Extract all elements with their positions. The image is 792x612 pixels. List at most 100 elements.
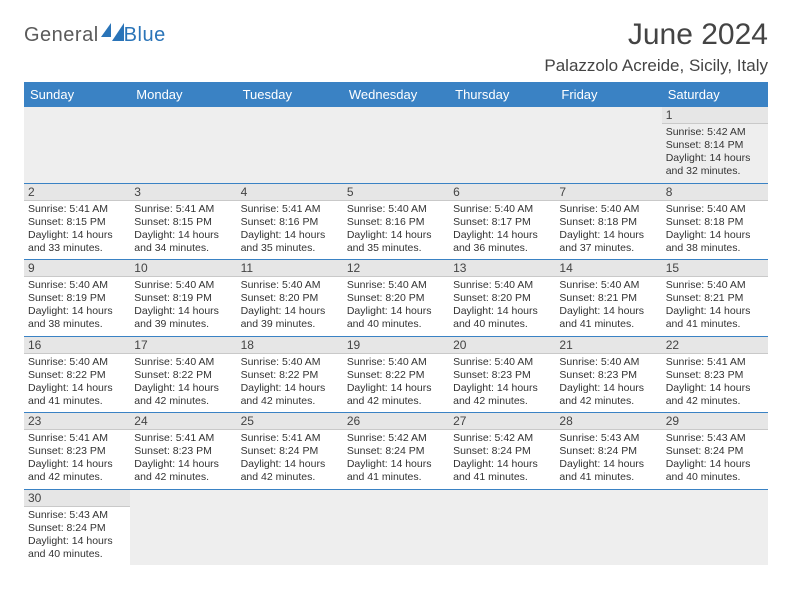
- sunrise-line: Sunrise: 5:40 AM: [666, 279, 764, 292]
- daylight-line: Daylight: 14 hours and 41 minutes.: [347, 458, 445, 484]
- title-block: June 2024 Palazzolo Acreide, Sicily, Ita…: [544, 18, 768, 76]
- day-number: 22: [662, 337, 768, 354]
- day-number: 18: [237, 337, 343, 354]
- logo-sails-icon: [101, 23, 124, 41]
- day-number: 9: [24, 260, 130, 277]
- daylight-line: Daylight: 14 hours and 34 minutes.: [134, 229, 232, 255]
- sunrise-line: Sunrise: 5:41 AM: [666, 356, 764, 369]
- daylight-line: Daylight: 14 hours and 42 minutes.: [347, 382, 445, 408]
- daylight-line: Daylight: 14 hours and 39 minutes.: [241, 305, 339, 331]
- weekday-header: Saturday: [662, 82, 768, 107]
- calendar-cell: 8Sunrise: 5:40 AMSunset: 8:18 PMDaylight…: [662, 183, 768, 260]
- sunrise-line: Sunrise: 5:42 AM: [453, 432, 551, 445]
- calendar-cell-empty: [555, 489, 661, 565]
- sunset-line: Sunset: 8:18 PM: [559, 216, 657, 229]
- daylight-line: Daylight: 14 hours and 42 minutes.: [559, 382, 657, 408]
- sunrise-line: Sunrise: 5:40 AM: [134, 279, 232, 292]
- sunrise-line: Sunrise: 5:41 AM: [134, 203, 232, 216]
- sunrise-line: Sunrise: 5:40 AM: [241, 356, 339, 369]
- daylight-line: Daylight: 14 hours and 41 minutes.: [28, 382, 126, 408]
- calendar-row: 23Sunrise: 5:41 AMSunset: 8:23 PMDayligh…: [24, 413, 768, 490]
- sunrise-line: Sunrise: 5:40 AM: [28, 356, 126, 369]
- day-number: 8: [662, 184, 768, 201]
- calendar-cell: 22 Sunrise: 5:41 AMSunset: 8:23 PMDayligh…: [662, 336, 768, 413]
- day-number: 3: [130, 184, 236, 201]
- sunrise-line: Sunrise: 5:40 AM: [453, 356, 551, 369]
- sunset-line: Sunset: 8:23 PM: [559, 369, 657, 382]
- day-number: 4: [237, 184, 343, 201]
- calendar-cell: 14Sunrise: 5:40 AMSunset: 8:21 PMDayligh…: [555, 260, 661, 337]
- sunrise-line: Sunrise: 5:40 AM: [666, 203, 764, 216]
- weekday-header: Tuesday: [237, 82, 343, 107]
- daylight-line: Daylight: 14 hours and 42 minutes.: [134, 382, 232, 408]
- sunset-line: Sunset: 8:24 PM: [28, 522, 126, 535]
- sunset-line: Sunset: 8:15 PM: [134, 216, 232, 229]
- day-number: 5: [343, 184, 449, 201]
- sunset-line: Sunset: 8:24 PM: [559, 445, 657, 458]
- day-number: 24: [130, 413, 236, 430]
- sunset-line: Sunset: 8:23 PM: [28, 445, 126, 458]
- sunrise-line: Sunrise: 5:40 AM: [28, 279, 126, 292]
- day-number: 28: [555, 413, 661, 430]
- day-number: 25: [237, 413, 343, 430]
- sunset-line: Sunset: 8:21 PM: [559, 292, 657, 305]
- day-number: 16: [24, 337, 130, 354]
- sunrise-line: Sunrise: 5:40 AM: [241, 279, 339, 292]
- sunset-line: Sunset: 8:22 PM: [28, 369, 126, 382]
- calendar-row: 16Sunrise: 5:40 AMSunset: 8:22 PMDayligh…: [24, 336, 768, 413]
- sunset-line: Sunset: 8:17 PM: [453, 216, 551, 229]
- daylight-line: Daylight: 14 hours and 38 minutes.: [666, 229, 764, 255]
- calendar-cell: 17Sunrise: 5:40 AMSunset: 8:22 PMDayligh…: [130, 336, 236, 413]
- calendar-cell-empty: [555, 107, 661, 183]
- location-label: Palazzolo Acreide, Sicily, Italy: [544, 56, 768, 76]
- sunrise-line: Sunrise: 5:40 AM: [347, 356, 445, 369]
- sunrise-line: Sunrise: 5:43 AM: [666, 432, 764, 445]
- calendar-cell: 6Sunrise: 5:40 AMSunset: 8:17 PMDaylight…: [449, 183, 555, 260]
- sunrise-line: Sunrise: 5:40 AM: [134, 356, 232, 369]
- calendar-row: 30Sunrise: 5:43 AMSunset: 8:24 PMDayligh…: [24, 489, 768, 565]
- daylight-line: Daylight: 14 hours and 38 minutes.: [28, 305, 126, 331]
- daylight-line: Daylight: 14 hours and 35 minutes.: [347, 229, 445, 255]
- sunrise-line: Sunrise: 5:40 AM: [559, 203, 657, 216]
- day-number: 30: [24, 490, 130, 507]
- day-number: 21: [555, 337, 661, 354]
- calendar-cell: 10Sunrise: 5:40 AMSunset: 8:19 PMDayligh…: [130, 260, 236, 337]
- calendar-cell: 16 Sunrise: 5:40 AMSunset: 8:22 PMDayligh…: [24, 336, 130, 413]
- day-number: 2: [24, 184, 130, 201]
- day-number: 6: [449, 184, 555, 201]
- header: General Blue June 2024 Palazzolo Acreide…: [24, 18, 768, 76]
- daylight-line: Daylight: 14 hours and 42 minutes.: [241, 458, 339, 484]
- calendar-cell: 21 Sunrise: 5:40 AMSunset: 8:23 PMDayligh…: [555, 336, 661, 413]
- calendar-cell: 29Sunrise: 5:43 AMSunset: 8:24 PMDayligh…: [662, 413, 768, 490]
- sunset-line: Sunset: 8:24 PM: [453, 445, 551, 458]
- daylight-line: Daylight: 14 hours and 41 minutes.: [559, 305, 657, 331]
- daylight-line: Daylight: 14 hours and 42 minutes.: [134, 458, 232, 484]
- sunset-line: Sunset: 8:15 PM: [28, 216, 126, 229]
- sunrise-line: Sunrise: 5:42 AM: [347, 432, 445, 445]
- sunset-line: Sunset: 8:21 PM: [666, 292, 764, 305]
- calendar-cell: 24Sunrise: 5:41 AMSunset: 8:23 PMDayligh…: [130, 413, 236, 490]
- day-number: 23: [24, 413, 130, 430]
- sunset-line: Sunset: 8:24 PM: [347, 445, 445, 458]
- calendar-cell-empty: [24, 107, 130, 183]
- sunrise-line: Sunrise: 5:42 AM: [666, 126, 764, 139]
- sunrise-line: Sunrise: 5:43 AM: [28, 509, 126, 522]
- daylight-line: Daylight: 14 hours and 40 minutes.: [666, 458, 764, 484]
- daylight-line: Daylight: 14 hours and 35 minutes.: [241, 229, 339, 255]
- calendar-row: 1Sunrise: 5:42 AMSunset: 8:14 PMDaylight…: [24, 107, 768, 183]
- calendar-cell: 4Sunrise: 5:41 AMSunset: 8:16 PMDaylight…: [237, 183, 343, 260]
- sunset-line: Sunset: 8:24 PM: [241, 445, 339, 458]
- daylight-line: Daylight: 14 hours and 42 minutes.: [453, 382, 551, 408]
- month-title: June 2024: [544, 18, 768, 52]
- sunset-line: Sunset: 8:22 PM: [134, 369, 232, 382]
- daylight-line: Daylight: 14 hours and 42 minutes.: [666, 382, 764, 408]
- calendar-cell: 18Sunrise: 5:40 AMSunset: 8:22 PMDayligh…: [237, 336, 343, 413]
- sunset-line: Sunset: 8:19 PM: [134, 292, 232, 305]
- sunrise-line: Sunrise: 5:40 AM: [559, 356, 657, 369]
- sunset-line: Sunset: 8:16 PM: [347, 216, 445, 229]
- day-number: 26: [343, 413, 449, 430]
- weekday-header: Sunday: [24, 82, 130, 107]
- sunset-line: Sunset: 8:23 PM: [666, 369, 764, 382]
- calendar-cell: 5Sunrise: 5:40 AMSunset: 8:16 PMDaylight…: [343, 183, 449, 260]
- day-number: 11: [237, 260, 343, 277]
